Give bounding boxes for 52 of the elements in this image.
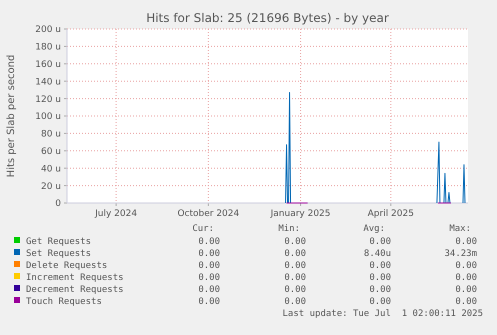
text: 0.00	[455, 261, 477, 271]
text: 0.00	[455, 237, 477, 247]
text: 0.00	[455, 297, 477, 307]
text: 0.00	[369, 285, 391, 295]
text: 0.00	[455, 285, 477, 295]
text: 0.00	[198, 285, 220, 295]
text: 0.00	[198, 273, 220, 283]
y-tick-label: 100 u	[35, 112, 61, 122]
y-tick-label: 20 u	[40, 182, 61, 192]
x-tick-label: January 2025	[270, 209, 331, 219]
y-axis-title: Hits per Slab per second	[6, 54, 17, 178]
chart-title: Hits for Slab: 25 (21696 Bytes) - by year	[146, 11, 389, 25]
text: Max:	[449, 224, 471, 234]
text: Cur:	[192, 224, 214, 234]
x-tick-label: July 2024	[94, 209, 138, 219]
text: 0.00	[284, 261, 306, 271]
y-tick-label: 180 u	[35, 42, 61, 53]
text: 0.00	[369, 273, 391, 283]
text: 0.00	[198, 261, 220, 271]
legend-label: Delete Requests	[26, 261, 108, 271]
text: 0.00	[369, 237, 391, 247]
text: 0.00	[198, 297, 220, 307]
text: Last update: Tue Jul 1 02:00:11 2025	[282, 309, 483, 319]
legend-label: Get Requests	[26, 237, 92, 247]
y-tick-label: 200 u	[35, 25, 61, 36]
text: 0.00	[198, 237, 220, 247]
text: 34.23m	[444, 249, 477, 259]
y-tick-label: 80 u	[40, 130, 61, 140]
text: 0.00	[284, 297, 306, 307]
text: 0.00	[284, 285, 306, 295]
text: 0.00	[284, 237, 306, 247]
text: 0.00	[284, 249, 306, 259]
y-tick-label: 0	[55, 199, 62, 210]
text: 0.00	[369, 261, 391, 271]
text: Min:	[278, 224, 300, 234]
x-tick-label: October 2024	[177, 209, 240, 219]
legend-label: Set Requests	[26, 249, 92, 259]
y-tick-label: 40 u	[40, 164, 61, 174]
x-tick-label: April 2025	[368, 209, 414, 219]
text: Avg:	[363, 224, 385, 234]
legend-label: Increment Requests	[26, 273, 124, 283]
text: 0.00	[455, 273, 477, 283]
y-tick-label: 160 u	[35, 60, 61, 70]
y-tick-label: 140 u	[35, 77, 61, 88]
y-tick-label: 120 u	[35, 94, 61, 105]
text: 0.00	[369, 297, 391, 307]
text: 0.00	[284, 273, 306, 283]
legend-label: Decrement Requests	[26, 285, 124, 295]
legend-label: Touch Requests	[26, 297, 102, 307]
text: 8.40u	[364, 249, 391, 259]
y-tick-label: 60 u	[40, 146, 61, 157]
text: 0.00	[198, 249, 220, 259]
